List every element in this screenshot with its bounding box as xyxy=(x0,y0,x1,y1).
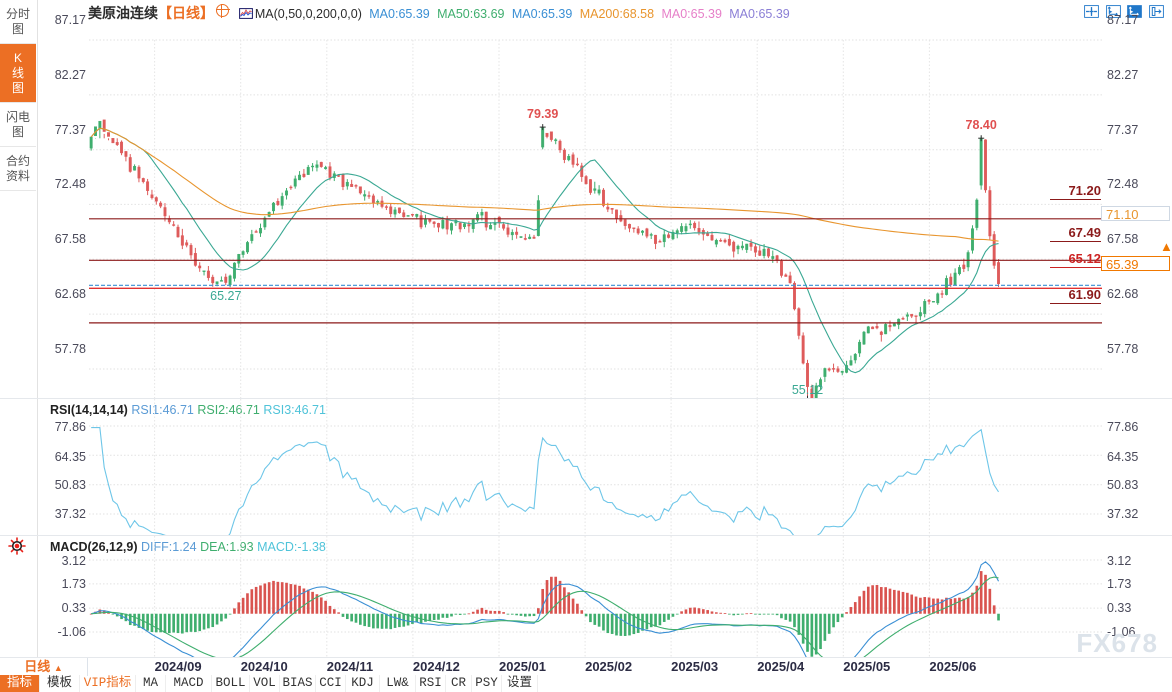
svg-text:79.39: 79.39 xyxy=(527,107,558,121)
svg-text:65.27: 65.27 xyxy=(210,289,241,303)
svg-text:55.12: 55.12 xyxy=(792,383,823,397)
svg-text:78.40: 78.40 xyxy=(966,118,997,132)
